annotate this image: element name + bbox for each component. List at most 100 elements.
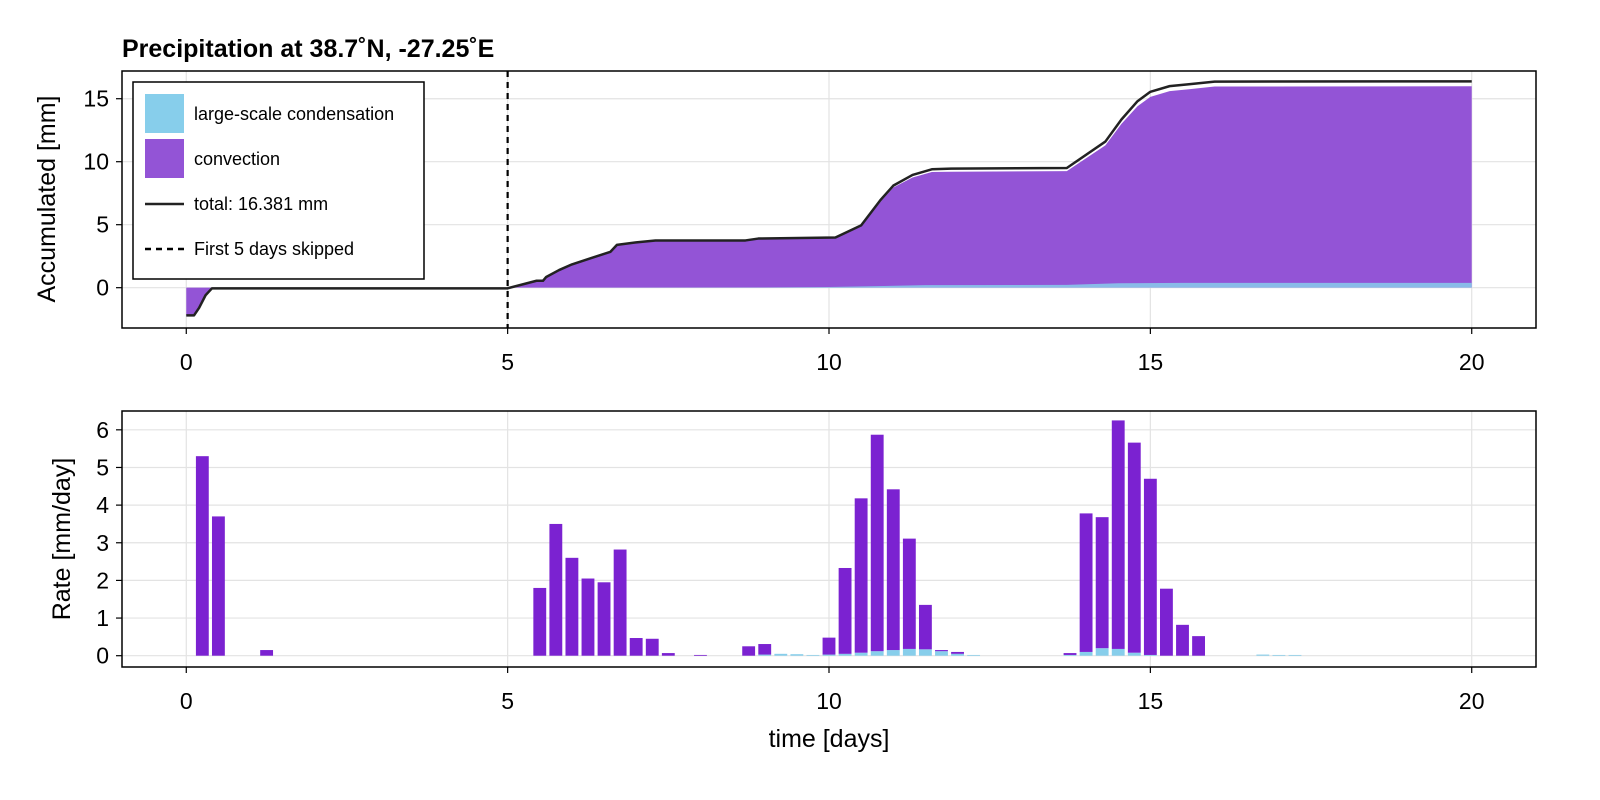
accumulated-y-tick-label: 0 <box>96 275 109 301</box>
rate-bar-large-scale <box>1127 652 1141 656</box>
rate-x-ticks: 0 5 10 15 20 <box>180 667 1485 714</box>
rate-bar-convection <box>838 567 852 654</box>
rate-bar-large-scale <box>822 654 836 656</box>
rate-bar-convection <box>549 523 563 656</box>
rate-bar-convection <box>822 637 836 655</box>
rate-bar-convection <box>951 651 964 654</box>
rate-bar-large-scale <box>935 651 948 656</box>
total-line <box>186 80 1472 317</box>
rate-bar-convection <box>854 498 868 653</box>
chart-title: Precipitation at 38.7˚N, -27.25˚E <box>122 35 494 63</box>
accumulated-x-tick-label: 15 <box>1138 349 1164 375</box>
rate-bar-large-scale <box>806 654 820 656</box>
rate-bar-convection <box>533 587 547 656</box>
rate-bar-large-scale <box>918 649 932 656</box>
rate-bar-convection <box>1127 442 1141 653</box>
rate-x-axis-label: time [days] <box>769 725 890 753</box>
rate-bar-convection <box>1063 653 1077 655</box>
accumulated-panel: 0 5 10 15 20 0 5 10 15 Accumulated [mm] large-s… <box>33 70 1537 375</box>
accumulated-lines <box>186 71 1472 328</box>
rate-y-tick-label: 4 <box>96 492 109 518</box>
rate-bar-convection <box>1143 478 1157 655</box>
rate-bar-convection <box>1095 517 1109 649</box>
rate-y-tick-label: 0 <box>96 643 109 669</box>
rate-bar-convection <box>565 557 579 656</box>
rate-x-tick-label: 5 <box>501 688 514 714</box>
rate-bar-convection <box>886 489 900 651</box>
legend-swatch-convection <box>145 139 184 178</box>
rate-bar-large-scale <box>1256 654 1270 656</box>
rate-bar-convection <box>645 638 659 656</box>
accumulated-x-ticks: 0 5 10 15 20 <box>180 328 1485 375</box>
accumulated-y-tick-label: 15 <box>83 86 109 112</box>
rate-bar-large-scale <box>1143 654 1157 656</box>
rate-bars <box>195 420 1302 656</box>
accumulated-x-tick-label: 0 <box>180 349 193 375</box>
rate-bar-large-scale <box>838 653 852 656</box>
rate-y-tick-label: 6 <box>96 417 109 443</box>
convection-area <box>186 86 1472 316</box>
rate-bar-large-scale <box>790 654 804 656</box>
rate-bar-convection <box>758 644 772 655</box>
rate-bar-convection <box>742 646 756 656</box>
rate-bar-large-scale <box>1288 654 1302 656</box>
rate-bar-large-scale <box>854 652 868 656</box>
accumulated-x-tick-label: 5 <box>501 349 514 375</box>
rate-bar-convection <box>195 456 209 656</box>
rate-bar-convection <box>597 582 611 656</box>
rate-bar-large-scale <box>1272 654 1286 656</box>
rate-x-tick-label: 15 <box>1138 688 1164 714</box>
rate-bar-convection <box>1111 420 1125 649</box>
rate-bar-large-scale <box>1079 651 1093 656</box>
rate-y-tick-label: 2 <box>96 567 109 593</box>
rate-bar-large-scale <box>886 650 900 656</box>
rate-bar-large-scale <box>758 654 772 656</box>
legend: large-scale condensation convection tota… <box>132 81 425 280</box>
rate-bar-large-scale <box>1063 654 1077 656</box>
rate-bar-convection <box>260 650 274 656</box>
rate-bar-convection <box>1176 624 1189 656</box>
legend-label-total: total: 16.381 mm <box>194 194 328 214</box>
rate-bar-large-scale <box>774 653 788 656</box>
rate-grid <box>122 411 1536 667</box>
large-scale-condensation-area <box>186 282 1472 288</box>
legend-label-large-scale: large-scale condensation <box>194 104 394 124</box>
rate-bar-large-scale <box>967 654 981 656</box>
rate-y-axis-label: Rate [mm/day] <box>48 458 76 621</box>
rate-y-ticks: 0 1 2 3 4 5 6 <box>96 417 122 669</box>
rate-bar-large-scale <box>1111 648 1125 656</box>
rate-bar-convection <box>1160 588 1173 656</box>
rate-x-tick-label: 20 <box>1459 688 1485 714</box>
rate-bar-convection <box>629 638 643 656</box>
rate-bar-convection <box>935 650 948 652</box>
rate-bar-convection <box>1079 513 1093 652</box>
rate-bar-large-scale <box>870 651 884 656</box>
rate-bar-convection <box>211 516 225 656</box>
legend-label-skipped: First 5 days skipped <box>194 239 354 259</box>
rate-bar-convection <box>694 654 707 656</box>
rate-bar-large-scale <box>902 648 916 656</box>
rate-bar-convection <box>581 578 595 656</box>
accumulated-y-ticks: 0 5 10 15 <box>83 86 122 301</box>
accumulated-y-tick-label: 10 <box>83 149 109 175</box>
rate-bar-convection <box>902 538 916 649</box>
accumulated-y-axis-label: Accumulated [mm] <box>33 95 61 302</box>
rate-bar-large-scale <box>951 653 964 656</box>
rate-bar-convection <box>918 604 932 650</box>
legend-swatch-large-scale <box>145 94 184 133</box>
legend-label-convection: convection <box>194 149 280 169</box>
accumulated-x-tick-label: 10 <box>816 349 842 375</box>
rate-bar-convection <box>870 434 884 652</box>
rate-x-tick-label: 10 <box>816 688 842 714</box>
legend-box <box>132 81 425 280</box>
rate-bar-large-scale <box>1095 648 1109 656</box>
rate-bar-convection <box>613 549 627 656</box>
rate-x-tick-label: 0 <box>180 688 193 714</box>
rate-panel: 0 5 10 15 20 0 1 2 3 4 5 6 Rate [mm/day] time [day… <box>48 410 1537 753</box>
rate-bar-convection <box>661 653 675 656</box>
rate-y-tick-label: 3 <box>96 530 109 556</box>
rate-y-tick-label: 5 <box>96 454 109 480</box>
accumulated-areas <box>186 86 1472 316</box>
accumulated-y-tick-label: 5 <box>96 212 109 238</box>
